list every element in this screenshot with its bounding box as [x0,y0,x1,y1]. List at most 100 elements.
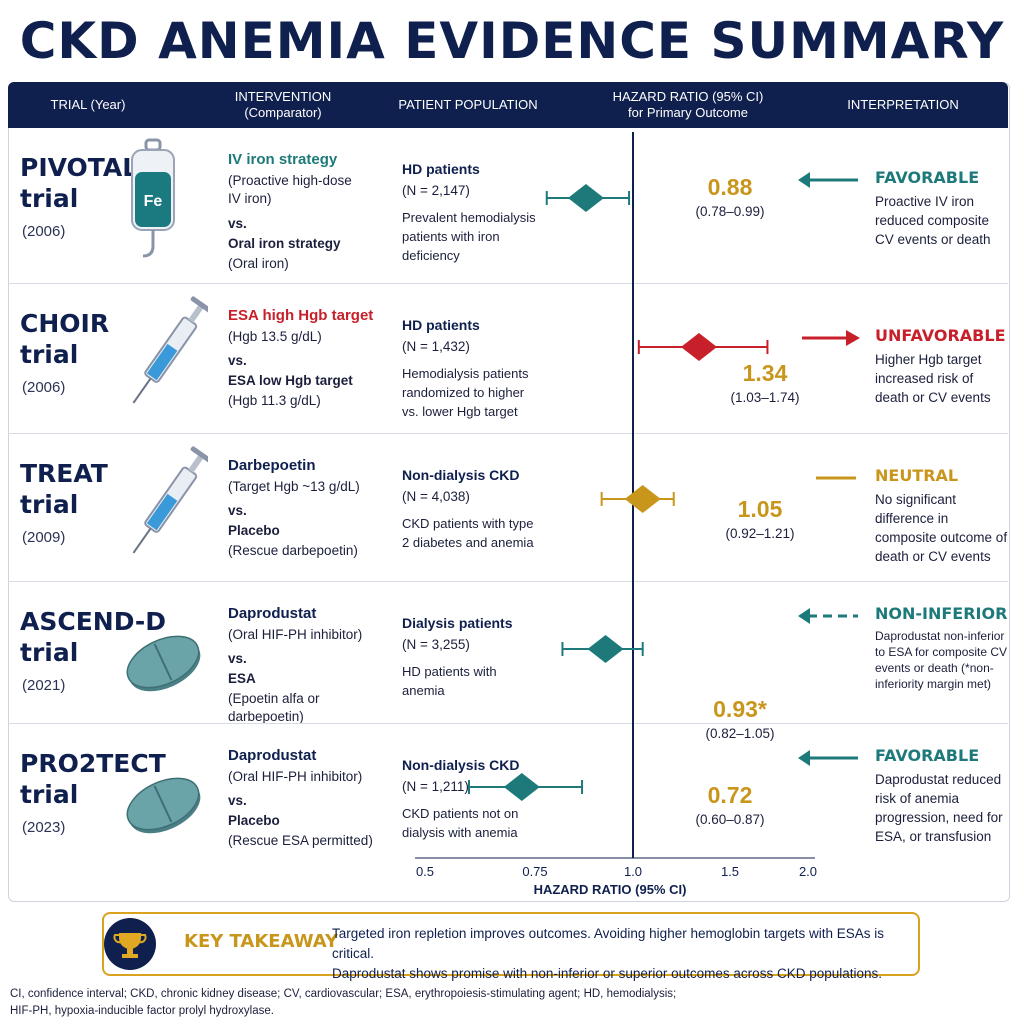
population-title: HD patients [402,161,480,177]
x-tick-label: 2.0 [799,864,817,879]
population-n: (N = 1,211) [402,779,469,794]
hazard-ratio-value: 1.34 [742,360,788,386]
interpretation-text: Daprodustat reduced risk of anemia progr… [875,772,1003,844]
versus-label: vs. [228,503,247,518]
forest-point-pro2tect [468,773,584,801]
key-takeaway-box: KEY TAKEAWAY Targeted iron repletion imp… [102,912,920,981]
row-divider [8,283,1008,284]
interpretation-text: Higher Hgb target increased risk of deat… [875,352,991,405]
trial-suffix: trial [20,184,79,213]
verdict-label: FAVORABLE [875,746,980,765]
comparator-detail: (Rescue darbepoetin) [228,543,358,558]
takeaway-line-2: Daprodustat shows promise with non-infer… [332,966,882,981]
hazard-ratio-value: 0.88 [707,174,753,200]
page-title: CKD ANEMIA EVIDENCE SUMMARY [19,12,1005,70]
header-hazard-ratio: HAZARD RATIO (95% CI) for Primary Outcom… [598,89,778,121]
dashed-arrow-left-icon [798,608,858,624]
population-title: Non-dialysis CKD [402,757,520,773]
header-interpretation: INTERPRETATION [847,97,959,112]
x-tick-label: 0.75 [522,864,547,879]
population-n: (N = 2,147) [402,183,470,198]
takeaway-line-1: Targeted iron repletion improves outcome… [332,926,885,961]
trial-year: (2009) [22,529,66,546]
footnote-line-2: HIF-PH, hypoxia-inducible factor prolyl … [10,1005,274,1017]
trial-suffix: trial [20,780,79,809]
intervention-detail: (Hgb 13.5 g/dL) [228,329,322,344]
trial-year: (2021) [22,677,66,694]
comparator-detail-2: darbepoetin) [228,709,304,724]
population-title: HD patients [402,317,480,333]
table-header: TRIAL (Year) INTERVENTION (Comparator) P… [8,82,1008,128]
arrow-left-icon [798,750,858,766]
comparator-detail: (Rescue ESA permitted) [228,833,373,848]
header-trial: TRIAL (Year) [50,97,126,112]
hr-diamond [587,635,624,663]
intervention-title: Darbepoetin [228,457,316,474]
forest-point-pivotal [545,184,631,212]
trial-suffix: trial [20,638,79,667]
hazard-ratio-ci: (0.60–0.87) [695,812,765,827]
header-population: PATIENT POPULATION [398,97,538,112]
row-divider [8,723,1008,724]
hazard-ratio-value: 0.93* [713,696,767,722]
iv-iron-bag-icon: Fe [131,138,175,258]
comparator-title: ESA [228,671,256,686]
header-comparator-label: (Comparator) [244,105,322,120]
hazard-ratio-value: 1.05 [737,496,783,522]
comparator-title: ESA low Hgb target [228,373,353,388]
forest-point-treat [600,485,675,513]
hazard-ratio-ci: (0.78–0.99) [695,204,765,219]
trial-name: PIVOTAL [20,153,139,182]
comparator-title: Placebo [228,813,280,828]
forest-point-ascend-d [561,635,644,663]
trial-year: (2006) [22,223,66,240]
trial-suffix: trial [20,490,79,519]
hr-diamond [624,485,661,513]
hazard-ratio-value: 0.72 [707,782,753,808]
hr-diamond [503,773,540,801]
row-divider [8,433,1008,434]
population-description: Prevalent hemodialysis patients with iro… [402,210,536,263]
row-divider [8,581,1008,582]
interpretation-text: Proactive IV iron reduced composite CV e… [875,194,991,247]
footnote: CI, confidence interval; CKD, chronic ki… [10,986,1010,1020]
tablet-icon [126,635,201,692]
population-description: CKD patients with type 2 diabetes and an… [402,516,534,550]
versus-label: vs. [228,651,247,666]
arrow-right-icon [802,330,860,346]
comparator-title: Oral iron strategy [228,236,341,251]
x-axis-label: HAZARD RATIO (95% CI) [534,882,687,897]
trophy-icon [104,918,156,970]
fe-label: Fe [144,193,163,210]
verdict-label: UNFAVORABLE [875,326,1006,345]
population-title: Dialysis patients [402,615,513,631]
population-description: HD patients with anemia [402,664,497,698]
header-hr-sublabel: for Primary Outcome [628,105,748,120]
population-description: CKD patients not on dialysis with anemia [402,806,519,840]
comparator-detail: (Epoetin alfa or [228,691,320,706]
hr-diamond [680,333,717,361]
interpretation-text: No significant difference in composite o… [875,492,1008,564]
header-intervention: INTERVENTION (Comparator) [208,89,358,121]
versus-label: vs. [228,353,247,368]
x-tick-label: 1.5 [721,864,739,879]
verdict-label: NEUTRAL [875,466,959,485]
intervention-detail: (Oral HIF-PH inhibitor) [228,627,363,642]
comparator-detail: (Hgb 11.3 g/dL) [228,393,321,408]
trial-year: (2023) [22,819,66,836]
population-title: Non-dialysis CKD [402,467,520,483]
x-tick-label: 0.5 [416,864,434,879]
intervention-title: IV iron strategy [228,151,338,168]
verdict-label: FAVORABLE [875,168,980,187]
hr-diamond [567,184,604,212]
x-tick-label: 1.0 [624,864,642,879]
verdict-label: NON-INFERIOR [875,604,1008,623]
trial-name: TREAT [20,459,108,488]
header-intervention-label: INTERVENTION [234,89,332,104]
versus-label: vs. [228,793,247,808]
neutral-dash-icon [816,476,856,480]
hazard-ratio-ci: (0.92–1.21) [725,526,795,541]
intervention-detail: (Proactive high-dose [228,173,352,188]
intervention-title: ESA high Hgb target [228,307,374,324]
